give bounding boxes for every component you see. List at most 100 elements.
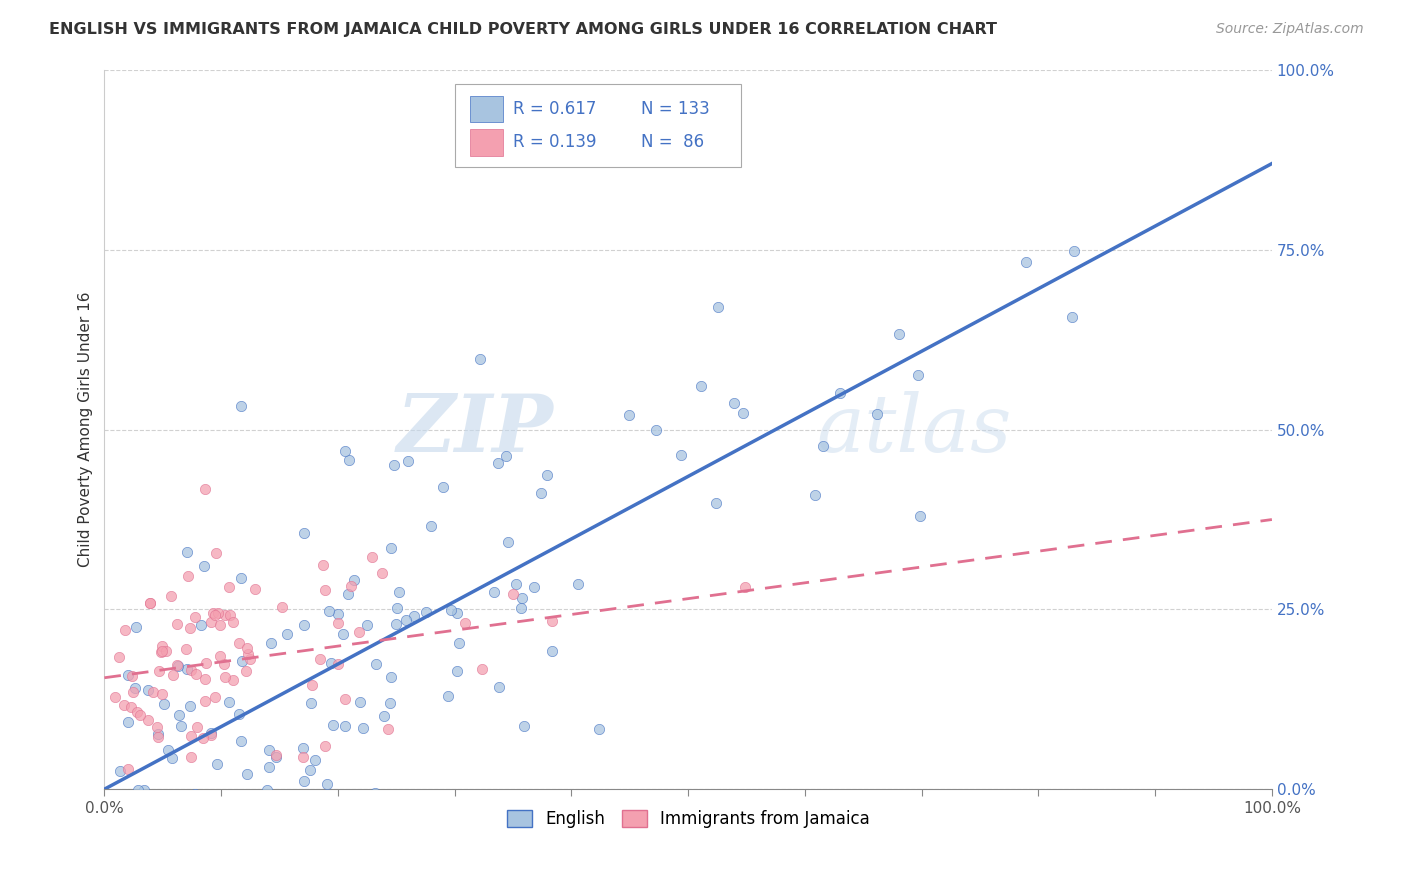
Point [291, 789, 314, 804]
Point [1015, 255, 1038, 269]
Point [318, 604, 340, 618]
Point [180, 750, 202, 764]
Point [129, 708, 152, 723]
Point [150, 639, 173, 653]
Point [281, 789, 304, 804]
Point [136, 683, 159, 698]
Point [446, 664, 468, 678]
Point [127, 783, 149, 797]
Bar [470, 96, 502, 122]
Point [446, 606, 468, 620]
Point [482, 585, 505, 599]
Point [887, 327, 910, 342]
Point [190, 617, 212, 632]
Point [360, 550, 382, 565]
Point [176, 662, 198, 676]
Point [103, 690, 125, 704]
Text: N =  86: N = 86 [641, 134, 704, 152]
Point [352, 721, 374, 735]
Point [120, 699, 142, 714]
Point [200, 728, 222, 742]
Point [156, 789, 179, 804]
Point [114, 623, 136, 637]
Point [512, 719, 534, 733]
Point [453, 616, 475, 631]
Point [333, 719, 356, 733]
Point [166, 616, 188, 631]
Point [432, 480, 454, 494]
Point [510, 591, 533, 606]
Point [257, 759, 280, 773]
Point [332, 627, 354, 641]
Text: Source: ZipAtlas.com: Source: ZipAtlas.com [1216, 22, 1364, 37]
Point [356, 617, 378, 632]
Point [292, 618, 315, 632]
Point [212, 789, 235, 804]
Point [333, 444, 356, 458]
Point [276, 626, 298, 640]
Point [235, 767, 257, 781]
Point [236, 789, 259, 804]
Point [326, 789, 349, 804]
Point [495, 450, 517, 464]
Point [129, 789, 152, 804]
Point [193, 789, 215, 804]
Point [1060, 310, 1083, 324]
Point [235, 664, 257, 678]
Point [218, 695, 240, 709]
Point [174, 642, 197, 657]
Point [156, 743, 179, 757]
Point [191, 731, 214, 745]
Point [349, 694, 371, 708]
Point [706, 300, 728, 314]
Point [194, 673, 217, 687]
Point [541, 644, 564, 658]
Point [195, 656, 218, 670]
Point [505, 577, 527, 591]
Point [291, 749, 314, 764]
Point [115, 789, 138, 804]
Point [125, 620, 148, 634]
Point [179, 699, 201, 714]
Point [205, 546, 228, 560]
Point [231, 654, 253, 668]
Point [486, 456, 509, 470]
Point [166, 658, 188, 673]
Point [229, 399, 252, 413]
Point [377, 722, 399, 736]
Point [704, 496, 727, 510]
Point [907, 368, 929, 383]
Point [169, 707, 191, 722]
Point [139, 596, 162, 610]
Point [229, 734, 252, 748]
Point [396, 454, 419, 468]
Point [177, 568, 200, 582]
Point [471, 662, 494, 676]
Point [170, 719, 193, 733]
Point [186, 667, 208, 681]
Point [440, 603, 463, 617]
Point [148, 731, 170, 745]
Point [148, 664, 170, 678]
Point [243, 582, 266, 596]
Text: R = 0.617: R = 0.617 [513, 100, 596, 118]
Point [363, 789, 385, 804]
Point [385, 600, 408, 615]
Point [186, 720, 208, 734]
Point [437, 690, 460, 704]
Point [239, 652, 262, 666]
Point [337, 587, 360, 601]
Point [243, 789, 266, 804]
Point [496, 534, 519, 549]
Point [301, 678, 323, 692]
Point [180, 663, 202, 677]
Point [125, 705, 148, 719]
Point [214, 608, 236, 623]
Point [385, 617, 408, 632]
Point [402, 608, 425, 623]
Point [222, 615, 245, 629]
Point [588, 723, 610, 737]
Point [256, 783, 278, 797]
Point [314, 583, 336, 598]
Point [304, 753, 326, 767]
